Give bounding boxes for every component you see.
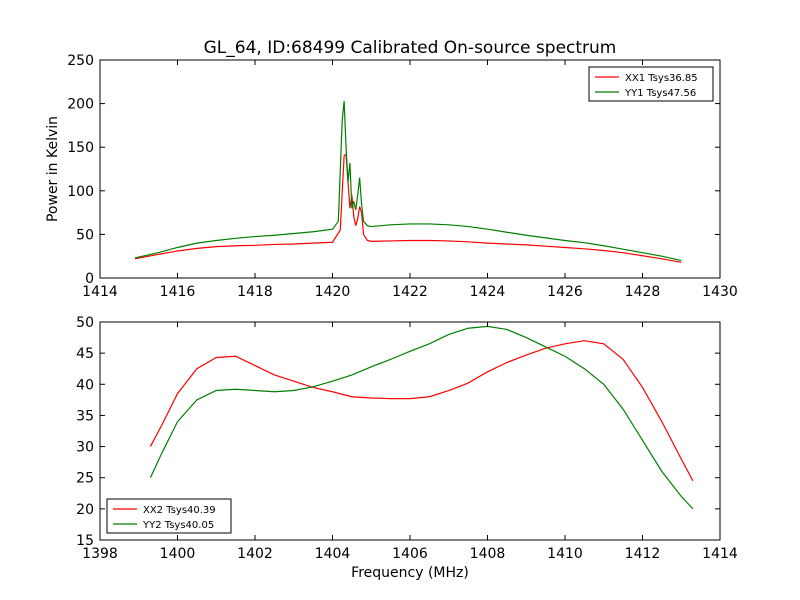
series-line-0-0: [134, 152, 682, 263]
y-tick-label-1-4: 35: [76, 408, 94, 424]
x-tick-label-1-5: 1408: [470, 546, 506, 562]
y-tick-label-0-1: 50: [76, 227, 94, 243]
y-tick-label-0-0: 0: [85, 271, 94, 287]
x-tick-label-1-1: 1400: [160, 546, 196, 562]
y-tick-label-1-1: 20: [76, 502, 94, 518]
x-tick-label-0-5: 1424: [470, 284, 506, 300]
x-tick-label-0-7: 1428: [625, 284, 661, 300]
x-tick-label-1-3: 1404: [315, 546, 351, 562]
x-tick-label-1-6: 1410: [547, 546, 583, 562]
legend-box-1: [106, 498, 232, 534]
y-tick-label-1-6: 45: [76, 346, 94, 362]
legend-label-1-1: YY2 Tsys40.05: [142, 520, 214, 531]
y-tick-label-1-5: 40: [76, 377, 94, 393]
legend-label-0-0: XX1 Tsys36.85: [625, 73, 698, 84]
series-line-0-1: [134, 100, 682, 262]
x-tick-label-0-6: 1426: [547, 284, 583, 300]
legend-label-1-0: XX2 Tsys40.39: [143, 505, 216, 516]
x-tick-label-0-3: 1420: [315, 284, 351, 300]
x-tick-label-1-2: 1402: [237, 546, 273, 562]
y-tick-label-1-2: 25: [76, 471, 94, 487]
x-axis-label-bottom: Frequency (MHz): [351, 565, 469, 581]
series-line-1-1: [149, 325, 694, 510]
legend-label-0-1: YY1 Tsys47.56: [624, 88, 696, 99]
x-tick-label-0-0: 1414: [82, 284, 118, 300]
x-tick-label-0-2: 1418: [237, 284, 273, 300]
y-tick-label-1-7: 50: [76, 315, 94, 331]
y-tick-label-1-3: 30: [76, 440, 94, 456]
legend-0: XX1 Tsys36.85 YY1 Tsys47.56: [588, 66, 714, 102]
bottom-panel: 1398 1400 1402 1404 1406 1408 1410 1412 1414 15 20…: [76, 315, 738, 562]
legend-box-0: [588, 66, 714, 102]
y-tick-label-0-4: 200: [67, 97, 94, 113]
x-tick-label-0-1: 1416: [160, 284, 196, 300]
legend-1: XX2 Tsys40.39 YY2 Tsys40.05: [106, 498, 232, 534]
y-axis-label-top: Power in Kelvin: [45, 116, 61, 222]
chart-title: GL_64, ID:68499 Calibrated On-source spe…: [204, 38, 617, 58]
x-tick-label-0-4: 1422: [392, 284, 428, 300]
series-line-1-0: [149, 340, 694, 482]
top-panel: 1414 1416 1418 1420 1422 1424 1426 1428 1430 0 50 1…: [67, 53, 738, 300]
y-tick-label-0-5: 250: [67, 53, 94, 69]
y-tick-label-0-3: 150: [67, 140, 94, 156]
y-tick-label-0-2: 100: [67, 184, 94, 200]
x-tick-label-0-8: 1430: [702, 284, 738, 300]
y-tick-label-1-0: 15: [76, 533, 94, 549]
x-tick-label-1-4: 1406: [392, 546, 428, 562]
x-tick-label-1-8: 1414: [702, 546, 738, 562]
x-tick-label-1-0: 1398: [82, 546, 118, 562]
x-tick-label-1-7: 1412: [625, 546, 661, 562]
